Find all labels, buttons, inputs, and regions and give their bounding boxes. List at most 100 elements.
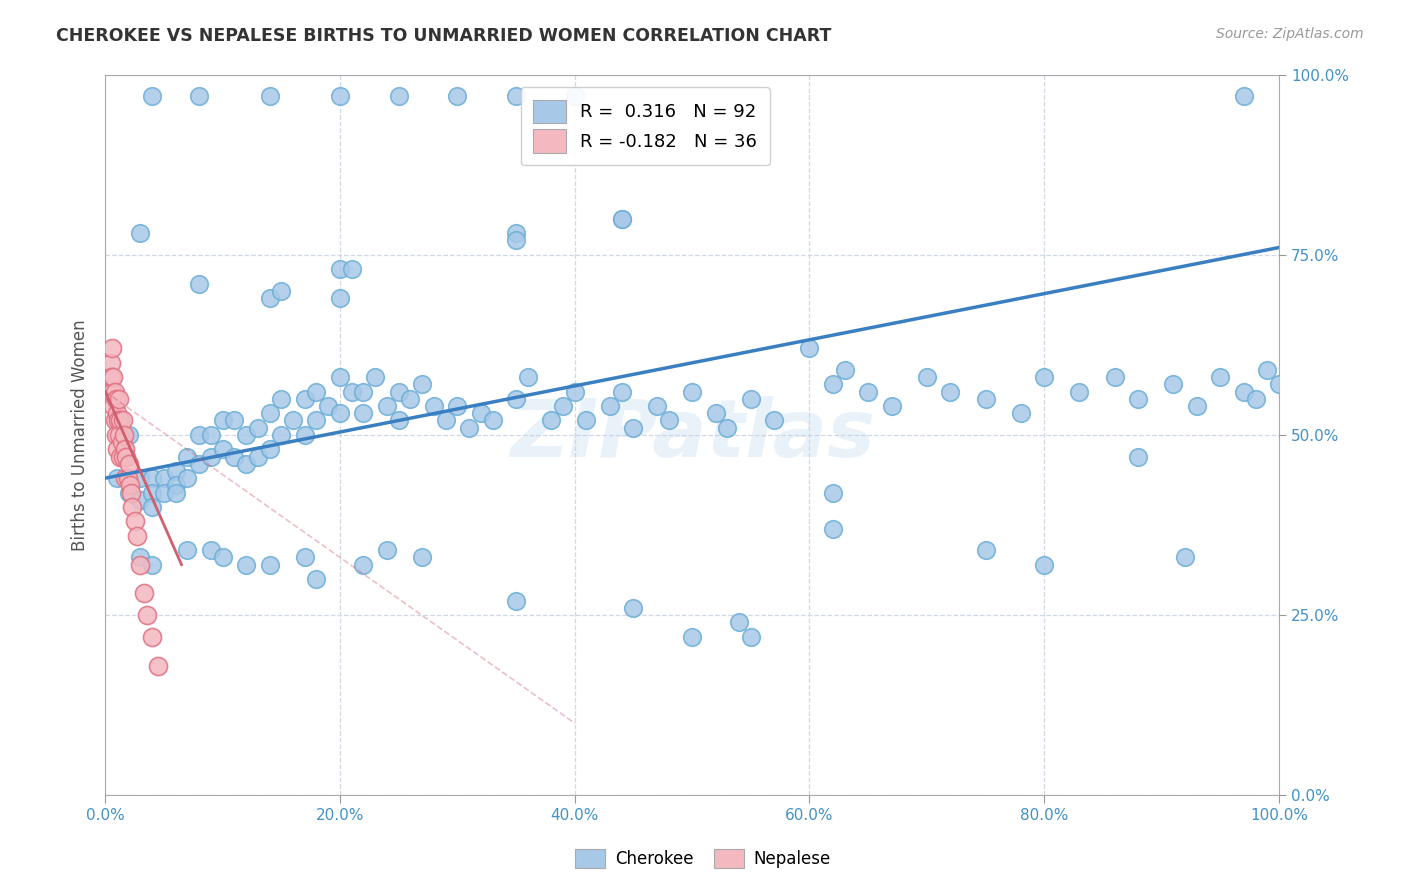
- Point: [110, 413, 132, 427]
- Point: [125, 529, 148, 543]
- Point: [821, 485, 844, 500]
- Point: [129, 492, 152, 507]
- Point: [375, 399, 398, 413]
- Point: [411, 377, 433, 392]
- Point: [104, 413, 127, 427]
- Point: [111, 413, 134, 427]
- Point: [1033, 558, 1056, 572]
- Point: [141, 89, 163, 103]
- Point: [165, 464, 187, 478]
- Point: [105, 406, 128, 420]
- Point: [716, 420, 738, 434]
- Point: [270, 284, 292, 298]
- Point: [645, 399, 668, 413]
- Point: [101, 384, 124, 399]
- Point: [100, 370, 122, 384]
- Point: [118, 428, 141, 442]
- Point: [235, 428, 257, 442]
- Point: [188, 89, 211, 103]
- Point: [704, 406, 727, 420]
- Point: [551, 399, 574, 413]
- Point: [108, 392, 131, 406]
- Point: [329, 262, 352, 277]
- Point: [821, 522, 844, 536]
- Point: [974, 392, 997, 406]
- Point: [575, 413, 598, 427]
- Y-axis label: Births to Unmarried Women: Births to Unmarried Women: [72, 319, 89, 550]
- Point: [939, 384, 962, 399]
- Point: [399, 392, 422, 406]
- Point: [105, 471, 128, 485]
- Point: [294, 550, 316, 565]
- Point: [1128, 392, 1150, 406]
- Point: [329, 370, 352, 384]
- Point: [101, 342, 124, 356]
- Point: [281, 413, 304, 427]
- Point: [352, 384, 374, 399]
- Point: [246, 420, 269, 434]
- Point: [446, 399, 468, 413]
- Point: [1244, 392, 1267, 406]
- Point: [880, 399, 903, 413]
- Point: [200, 543, 222, 558]
- Point: [481, 413, 503, 427]
- Point: [763, 413, 786, 427]
- Point: [259, 406, 281, 420]
- Point: [141, 500, 163, 514]
- Point: [188, 428, 211, 442]
- Point: [111, 435, 134, 450]
- Point: [111, 450, 134, 464]
- Point: [505, 226, 527, 240]
- Point: [856, 384, 879, 399]
- Point: [153, 485, 176, 500]
- Point: [270, 428, 292, 442]
- Point: [114, 442, 136, 457]
- Point: [446, 89, 468, 103]
- Point: [1128, 450, 1150, 464]
- Point: [799, 342, 821, 356]
- Point: [129, 558, 152, 572]
- Point: [540, 413, 562, 427]
- Point: [259, 89, 281, 103]
- Point: [200, 428, 222, 442]
- Point: [103, 399, 125, 413]
- Point: [294, 392, 316, 406]
- Point: [316, 399, 339, 413]
- Point: [375, 543, 398, 558]
- Point: [129, 550, 152, 565]
- Point: [103, 370, 125, 384]
- Point: [176, 450, 198, 464]
- Point: [505, 593, 527, 607]
- Point: [834, 363, 856, 377]
- Point: [564, 89, 586, 103]
- Point: [352, 558, 374, 572]
- Point: [505, 89, 527, 103]
- Point: [329, 291, 352, 305]
- Point: [105, 442, 128, 457]
- Point: [470, 406, 492, 420]
- Point: [117, 471, 139, 485]
- Point: [329, 89, 352, 103]
- Point: [623, 420, 645, 434]
- Point: [681, 384, 703, 399]
- Point: [118, 457, 141, 471]
- Point: [141, 485, 163, 500]
- Point: [235, 457, 257, 471]
- Point: [505, 233, 527, 247]
- Point: [120, 485, 142, 500]
- Point: [434, 413, 457, 427]
- Point: [388, 89, 411, 103]
- Point: [121, 500, 143, 514]
- Point: [740, 630, 762, 644]
- Point: [129, 226, 152, 240]
- Point: [259, 558, 281, 572]
- Point: [224, 450, 246, 464]
- Point: [1069, 384, 1091, 399]
- Point: [188, 277, 211, 291]
- Point: [340, 384, 363, 399]
- Point: [340, 262, 363, 277]
- Point: [108, 428, 131, 442]
- Point: [211, 413, 233, 427]
- Point: [200, 450, 222, 464]
- Point: [112, 428, 135, 442]
